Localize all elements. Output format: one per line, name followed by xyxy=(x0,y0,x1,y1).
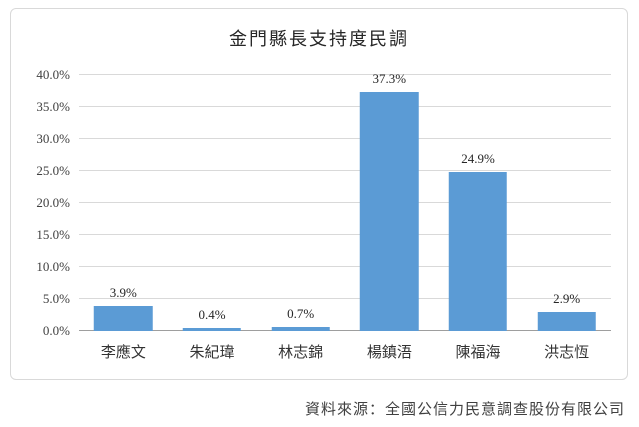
bar-value-label: 2.9% xyxy=(553,291,581,307)
y-axis-tick-label: 35.0% xyxy=(36,99,70,114)
gridline xyxy=(79,266,611,267)
x-axis-category-label: 李應文 xyxy=(100,345,146,361)
bar xyxy=(182,328,242,331)
gridline xyxy=(79,106,611,107)
y-axis-tick-label: 10.0% xyxy=(36,259,70,274)
y-axis-tick-label: 0.0% xyxy=(42,323,70,338)
x-axis-category-label: 陳福海 xyxy=(455,345,501,361)
bar-column: 2.9% 洪志恆 xyxy=(522,75,611,361)
bar xyxy=(360,92,419,331)
bar-column: 0.4% 朱紀瑋 xyxy=(168,75,257,361)
y-axis-tick-label: 40.0% xyxy=(36,67,70,82)
y-axis-tick-label: 20.0% xyxy=(36,195,70,210)
gridline xyxy=(79,170,611,171)
x-axis-category-label: 林志錦 xyxy=(278,345,324,361)
x-axis-category-label: 洪志恆 xyxy=(544,345,590,361)
x-axis-category-label: 楊鎮浯 xyxy=(366,345,412,361)
bar-column: 24.9% 陳福海 xyxy=(434,75,523,361)
bar xyxy=(537,312,596,331)
x-axis-category-label: 朱紀瑋 xyxy=(189,345,235,361)
bar-value-label: 37.3% xyxy=(372,71,407,87)
x-axis-line xyxy=(79,330,611,331)
gridline xyxy=(79,298,611,299)
gridline xyxy=(79,138,611,139)
bar-value-label: 24.9% xyxy=(461,150,495,166)
chart-frame: 金門縣長支持度民調 0.0% 5.0% 10.0% 15.0% 20.0% 25.0% 30… xyxy=(10,8,628,380)
bar-column: 37.3% 楊鎮浯 xyxy=(345,71,434,361)
bar xyxy=(448,171,508,331)
gridline xyxy=(79,234,611,235)
bar-column: 3.9% 李應文 xyxy=(79,75,168,361)
bar-column: 0.7% 林志錦 xyxy=(256,75,345,361)
plot-area: 0.0% 5.0% 10.0% 15.0% 20.0% 25.0% 30.0% 35.0% 40… xyxy=(36,67,611,361)
y-axis-tick-label: 15.0% xyxy=(36,227,70,242)
bar-value-label: 0.4% xyxy=(198,307,226,323)
bar-value-label: 3.9% xyxy=(109,285,137,301)
bar xyxy=(94,306,153,331)
source-note: 資料來源：全國公信力民意調查股份有限公司 xyxy=(304,402,625,418)
gridline xyxy=(79,202,611,203)
y-axis-tick-label: 25.0% xyxy=(36,163,70,178)
gridline xyxy=(79,74,611,75)
bar xyxy=(271,326,330,331)
y-axis-tick-label: 5.0% xyxy=(42,291,70,306)
bar-value-label: 0.7% xyxy=(287,305,315,321)
y-axis-tick-label: 30.0% xyxy=(36,131,70,146)
chart-title: 金門縣長支持度民調 xyxy=(229,29,409,49)
